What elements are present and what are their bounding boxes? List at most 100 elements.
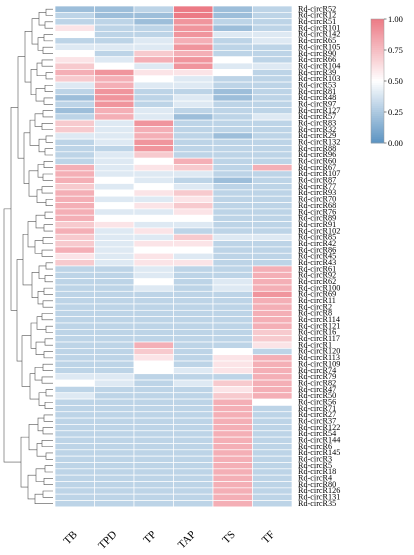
- row-label: Rd-circR60: [298, 157, 336, 166]
- heatmap-cell: [133, 145, 174, 153]
- heatmap-cell: [173, 411, 214, 419]
- heatmap-cell: [133, 271, 174, 279]
- heatmap-cell: [252, 88, 293, 96]
- dendrogram-branch: [36, 443, 46, 457]
- heatmap-cell: [94, 107, 135, 115]
- heatmap-cell: [133, 443, 174, 451]
- heatmap-cell: [173, 151, 214, 159]
- heatmap-cell: [133, 290, 174, 298]
- heatmap-cell: [133, 373, 174, 381]
- heatmap-cell: [133, 151, 174, 159]
- heatmap-cell: [252, 290, 293, 298]
- row-label: Rd-circR54: [298, 429, 336, 438]
- heatmap-cell: [94, 455, 135, 463]
- heatmap-cell: [94, 265, 135, 273]
- heatmap-cell: [252, 424, 293, 432]
- heatmap-cell: [252, 11, 293, 20]
- heatmap-cell: [212, 316, 253, 324]
- row-label: Rd-circR102: [298, 226, 340, 235]
- heatmap-cell: [133, 107, 174, 115]
- heatmap-cell: [212, 354, 253, 362]
- heatmap-cell: [94, 88, 135, 96]
- heatmap-cell: [94, 240, 135, 248]
- heatmap-cell: [252, 303, 293, 311]
- heatmap-cell: [54, 240, 95, 248]
- colorbar-segment: [371, 70, 384, 74]
- heatmap-cell: [212, 88, 253, 96]
- heatmap-cell: [94, 271, 135, 279]
- row-label: Rd-circR92: [298, 271, 336, 280]
- dendrogram-branch: [41, 439, 53, 447]
- heatmap-cell: [54, 164, 95, 172]
- row-label: Rd-circR83: [298, 119, 336, 128]
- colorbar-segment: [371, 60, 384, 63]
- heatmap-cell: [252, 50, 293, 58]
- heatmap-cell: [212, 18, 253, 26]
- dendrogram-branch: [36, 189, 46, 203]
- heatmap-cell: [54, 50, 95, 58]
- heatmap-cell: [54, 202, 95, 210]
- dendrogram-branch: [41, 376, 53, 384]
- heatmap-cell: [252, 265, 293, 273]
- colorbar-segment: [371, 97, 384, 100]
- heatmap-cell: [54, 303, 95, 311]
- heatmap-cell: [212, 246, 253, 254]
- heatmap-cell: [212, 386, 253, 394]
- heatmap-cell: [173, 322, 214, 330]
- heatmap-cell: [212, 443, 253, 451]
- heatmap-cell: [173, 405, 214, 413]
- dendrogram-branch: [35, 88, 45, 102]
- heatmap-cell: [54, 189, 95, 197]
- colorbar-segment: [371, 83, 384, 86]
- heatmap-cell: [133, 367, 174, 375]
- row-label: Rd-circR8: [298, 309, 332, 318]
- heatmap-cell: [94, 309, 135, 318]
- heatmap-cell: [212, 481, 253, 489]
- heatmap-cell: [212, 176, 253, 184]
- heatmap-cell: [173, 417, 214, 425]
- heatmap-cell: [94, 221, 135, 229]
- heatmap-cell: [133, 18, 174, 26]
- dendrogram-branch: [45, 262, 53, 270]
- heatmap-cell: [94, 62, 135, 70]
- dendrogram-branch: [43, 287, 53, 295]
- heatmap-cell: [212, 259, 253, 267]
- colorbar-segment: [371, 105, 384, 109]
- heatmap-cell: [252, 405, 293, 413]
- row-label: Rd-circR126: [298, 486, 340, 495]
- dendrogram-branch: [36, 62, 46, 77]
- heatmap-cell: [252, 322, 293, 330]
- colorbar-segment: [371, 29, 384, 32]
- colorbar-segment: [371, 58, 384, 61]
- colorbar-segment: [371, 91, 384, 94]
- row-label: Rd-circR45: [298, 252, 336, 261]
- colorbar-segment: [371, 23, 384, 26]
- heatmap-cell: [173, 367, 214, 375]
- row-label: Rd-circR47: [298, 385, 336, 394]
- heatmap-cell: [54, 88, 95, 96]
- heatmap-cell: [94, 348, 135, 356]
- heatmap-cell: [252, 367, 293, 375]
- colorbar-segment: [371, 50, 384, 53]
- column-label: TPD: [96, 529, 119, 550]
- heatmap-cell: [212, 278, 253, 286]
- heatmap-cell: [252, 233, 293, 241]
- heatmap-cell: [252, 157, 293, 165]
- heatmap-cell: [212, 328, 253, 337]
- heatmap-cell: [173, 5, 214, 13]
- heatmap-cell: [133, 43, 174, 51]
- colorbar-segment: [371, 72, 384, 76]
- heatmap-cell: [212, 5, 253, 13]
- row-label: Rd-circR70: [298, 195, 336, 204]
- column-label: TP: [141, 529, 159, 547]
- heatmap-cell: [252, 183, 293, 191]
- heatmap-cell: [252, 195, 293, 203]
- heatmap-cell: [133, 195, 174, 203]
- heatmap-cell: [94, 259, 135, 267]
- row-label: Rd-circR12: [298, 11, 336, 20]
- heatmap-cell: [54, 24, 95, 32]
- heatmap-cell: [173, 37, 214, 45]
- row-label: Rd-circR117: [298, 334, 340, 343]
- heatmap-cell: [252, 164, 293, 172]
